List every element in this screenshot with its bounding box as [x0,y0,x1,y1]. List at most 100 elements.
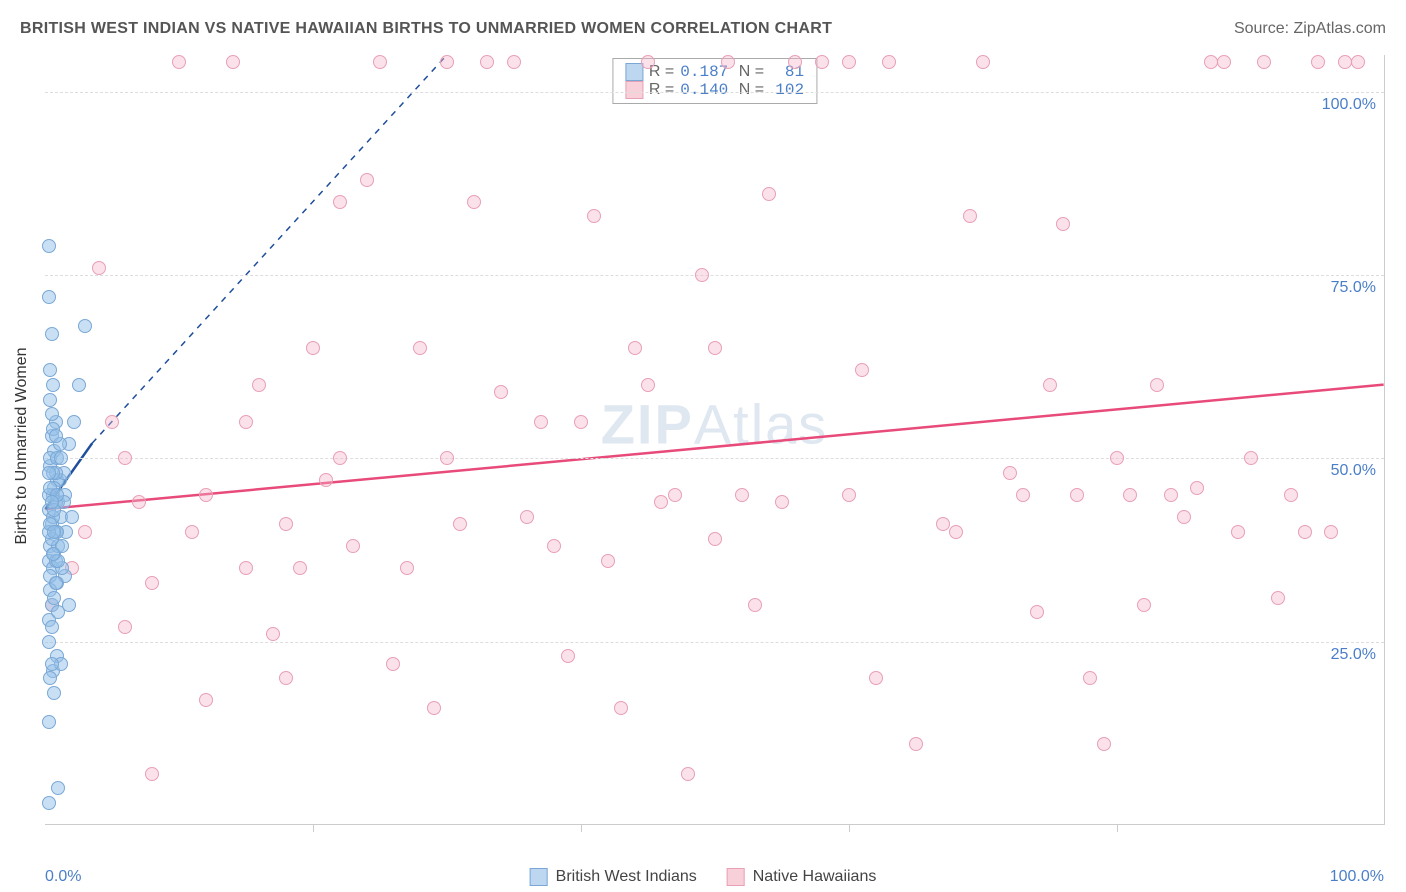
scatter-point [601,554,615,568]
swatch-blue [625,63,643,81]
scatter-point [748,598,762,612]
swatch-pink [727,868,745,886]
scatter-point [1164,488,1178,502]
scatter-point [628,341,642,355]
r-value-1: 0.187 [680,63,728,81]
scatter-point [1070,488,1084,502]
scatter-point [1056,217,1070,231]
scatter-point [1110,451,1124,465]
scatter-point [279,517,293,531]
scatter-point [1150,378,1164,392]
scatter-point [42,239,56,253]
scatter-point [400,561,414,575]
scatter-point [1123,488,1137,502]
x-max-label: 100.0% [1330,868,1384,886]
y-tick-label: 50.0% [1331,462,1376,480]
scatter-point [333,451,347,465]
scatter-point [574,415,588,429]
y-tick-label: 100.0% [1322,96,1376,114]
scatter-point [587,209,601,223]
scatter-point [172,55,186,69]
scatter-point [47,686,61,700]
scatter-point [708,532,722,546]
scatter-point [51,781,65,795]
scatter-point [1083,671,1097,685]
scatter-point [842,55,856,69]
scatter-point [42,466,56,480]
scatter-point [43,671,57,685]
scatter-point [695,268,709,282]
scatter-point [1016,488,1030,502]
scatter-point [45,620,59,634]
scatter-point [333,195,347,209]
scatter-point [1190,481,1204,495]
scatter-point [681,767,695,781]
scatter-point [963,209,977,223]
x-tick [313,824,314,832]
scatter-point [43,393,57,407]
scatter-point [949,525,963,539]
scatter-point [42,290,56,304]
scatter-point [252,378,266,392]
scatter-point [641,55,655,69]
scatter-point [1217,55,1231,69]
scatter-point [46,378,60,392]
scatter-point [118,451,132,465]
scatter-point [1043,378,1057,392]
scatter-point [788,55,802,69]
legend-item-series1: British West Indians [530,868,697,886]
scatter-point [42,715,56,729]
scatter-point [1351,55,1365,69]
scatter-point [453,517,467,531]
legend-label-2: Native Hawaiians [753,868,877,886]
scatter-point [47,525,61,539]
scatter-point [266,627,280,641]
r-value-2: 0.140 [680,81,728,99]
scatter-point [185,525,199,539]
scatter-point [1311,55,1325,69]
scatter-point [440,451,454,465]
y-tick-label: 75.0% [1331,279,1376,297]
scatter-point [145,767,159,781]
stats-row-series2: R = 0.140 N = 102 [625,81,804,99]
scatter-point [762,187,776,201]
scatter-point [869,671,883,685]
scatter-point [815,55,829,69]
legend: British West Indians Native Hawaiians [530,868,877,886]
scatter-point [360,173,374,187]
trend-lines-layer [45,55,1384,824]
scatter-point [534,415,548,429]
n-value-2: 102 [770,81,804,99]
legend-item-series2: Native Hawaiians [727,868,877,886]
scatter-point [882,55,896,69]
scatter-point [346,539,360,553]
scatter-point [440,55,454,69]
swatch-pink [625,81,643,99]
scatter-point [654,495,668,509]
scatter-point [132,495,146,509]
scatter-point [42,796,56,810]
scatter-point [1177,510,1191,524]
scatter-point [547,539,561,553]
y-tick-label: 25.0% [1331,646,1376,664]
scatter-point [413,341,427,355]
scatter-point [226,55,240,69]
scatter-point [507,55,521,69]
scatter-point [47,591,61,605]
scatter-point [49,576,63,590]
scatter-point [775,495,789,509]
scatter-point [1097,737,1111,751]
scatter-point [145,576,159,590]
scatter-point [118,620,132,634]
scatter-point [239,415,253,429]
scatter-point [92,261,106,275]
scatter-point [1284,488,1298,502]
scatter-point [43,363,57,377]
scatter-point [735,488,749,502]
scatter-point [1231,525,1245,539]
scatter-point [936,517,950,531]
scatter-point [54,451,68,465]
gridline [45,275,1384,276]
scatter-point [386,657,400,671]
scatter-point [45,495,59,509]
